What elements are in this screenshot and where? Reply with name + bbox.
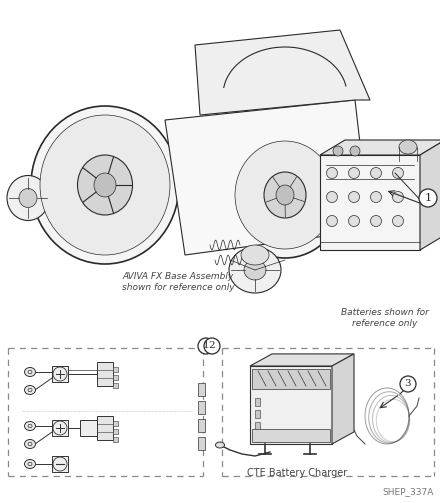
- Text: AVIVA FX Base Assembly: AVIVA FX Base Assembly: [122, 272, 234, 281]
- Circle shape: [400, 376, 416, 392]
- Bar: [52, 456, 68, 472]
- Text: Batteries shown for: Batteries shown for: [341, 308, 429, 317]
- Text: 1: 1: [425, 193, 432, 203]
- Polygon shape: [420, 140, 440, 250]
- Ellipse shape: [399, 140, 417, 154]
- Circle shape: [350, 146, 360, 156]
- Ellipse shape: [244, 260, 266, 280]
- Ellipse shape: [25, 460, 36, 468]
- Bar: [255, 434, 260, 442]
- Circle shape: [348, 215, 359, 226]
- Polygon shape: [320, 140, 440, 155]
- Circle shape: [333, 146, 343, 156]
- Bar: [113, 375, 118, 380]
- Ellipse shape: [31, 106, 179, 264]
- Ellipse shape: [7, 176, 49, 220]
- Ellipse shape: [77, 155, 132, 215]
- Circle shape: [392, 167, 403, 179]
- Polygon shape: [250, 354, 354, 366]
- Ellipse shape: [226, 132, 344, 258]
- Circle shape: [198, 338, 214, 354]
- Ellipse shape: [25, 368, 36, 377]
- Bar: [52, 420, 68, 436]
- Polygon shape: [165, 100, 370, 255]
- Bar: [113, 437, 118, 442]
- Ellipse shape: [235, 141, 335, 249]
- Ellipse shape: [276, 185, 294, 205]
- Circle shape: [326, 215, 337, 226]
- Ellipse shape: [40, 115, 170, 255]
- Circle shape: [326, 167, 337, 179]
- Polygon shape: [195, 30, 370, 115]
- Text: 1: 1: [203, 342, 209, 351]
- Circle shape: [204, 338, 220, 354]
- Bar: [255, 410, 260, 418]
- Ellipse shape: [19, 189, 37, 208]
- Ellipse shape: [229, 247, 281, 293]
- Bar: [252, 429, 330, 442]
- Bar: [113, 421, 118, 426]
- Ellipse shape: [25, 440, 36, 449]
- Circle shape: [326, 192, 337, 203]
- Circle shape: [370, 192, 381, 203]
- Circle shape: [392, 192, 403, 203]
- Ellipse shape: [25, 422, 36, 431]
- Text: 3: 3: [405, 379, 411, 388]
- Ellipse shape: [25, 385, 36, 394]
- Bar: [80, 420, 100, 436]
- Bar: [97, 416, 113, 440]
- Ellipse shape: [94, 173, 116, 197]
- Ellipse shape: [216, 442, 224, 448]
- Bar: [252, 369, 330, 389]
- Bar: [198, 419, 205, 432]
- Text: shown for reference only: shown for reference only: [122, 283, 235, 292]
- Circle shape: [348, 192, 359, 203]
- Bar: [255, 422, 260, 430]
- Bar: [198, 383, 205, 396]
- Ellipse shape: [264, 172, 306, 218]
- Bar: [113, 383, 118, 388]
- Bar: [113, 429, 118, 434]
- Bar: [250, 366, 332, 444]
- Text: SHEP_337A: SHEP_337A: [383, 487, 434, 496]
- Ellipse shape: [241, 245, 269, 265]
- Bar: [198, 437, 205, 450]
- Bar: [97, 362, 113, 386]
- Text: 2: 2: [209, 342, 215, 351]
- Text: CTE Battery Charger: CTE Battery Charger: [247, 468, 347, 478]
- Bar: [52, 366, 68, 382]
- Bar: [255, 398, 260, 406]
- Circle shape: [370, 167, 381, 179]
- Circle shape: [419, 189, 437, 207]
- Circle shape: [370, 215, 381, 226]
- Bar: [198, 401, 205, 414]
- Bar: [113, 367, 118, 372]
- Circle shape: [392, 215, 403, 226]
- Polygon shape: [332, 354, 354, 444]
- Text: reference only: reference only: [352, 319, 418, 328]
- Bar: [320, 155, 420, 250]
- Circle shape: [348, 167, 359, 179]
